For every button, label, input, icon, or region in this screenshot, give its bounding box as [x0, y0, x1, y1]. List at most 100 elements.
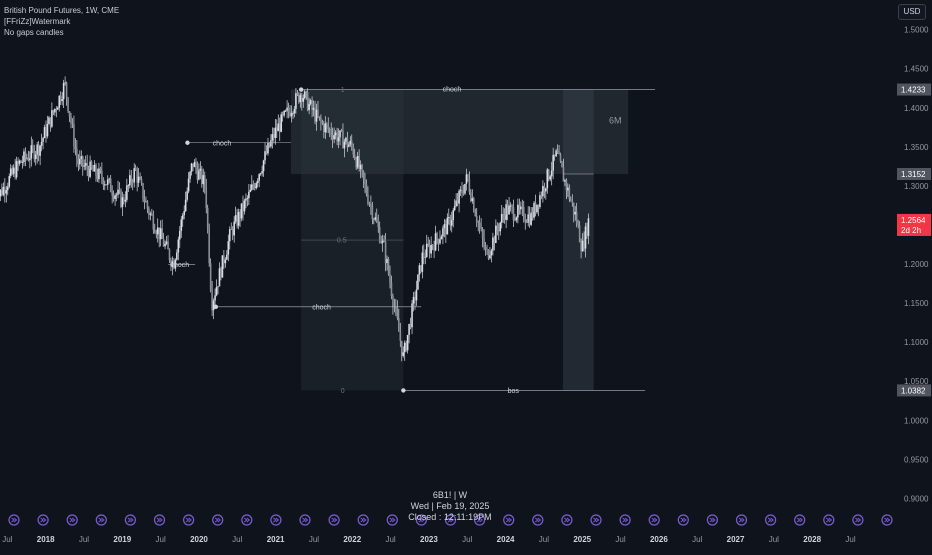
candle-body	[542, 185, 544, 197]
candle-body	[152, 215, 155, 230]
candle-body	[383, 239, 385, 242]
candle-body	[490, 250, 493, 256]
candle-body	[51, 110, 53, 127]
candle-body	[162, 238, 165, 247]
candle-body	[349, 140, 352, 145]
pivot-point	[213, 304, 219, 310]
candle-body	[524, 220, 527, 223]
replay-nav-icon[interactable]	[299, 514, 311, 526]
candle-body	[199, 168, 202, 171]
replay-nav-icon[interactable]	[241, 514, 253, 526]
candle-body	[330, 129, 332, 135]
candle-body	[171, 261, 174, 267]
candle-body	[253, 186, 256, 189]
candle-body	[181, 215, 184, 220]
candle-body	[459, 189, 462, 192]
candle-body	[559, 154, 562, 162]
candle-body	[127, 185, 130, 187]
candle-body	[370, 203, 372, 206]
replay-nav-icon[interactable]	[444, 514, 457, 526]
candle-body	[203, 175, 206, 187]
replay-nav-icon[interactable]	[794, 514, 806, 526]
candle-body	[409, 323, 412, 328]
candle-body	[14, 167, 16, 178]
candle-body	[277, 123, 280, 132]
replay-nav-icon[interactable]	[124, 514, 136, 526]
candle-body	[84, 163, 87, 166]
candle-body	[104, 184, 106, 186]
candle-body	[4, 186, 6, 194]
x-tick-label: 2027	[727, 535, 745, 544]
replay-nav-icon[interactable]	[823, 514, 835, 526]
replay-nav-icon[interactable]	[590, 514, 602, 526]
candle-body	[578, 225, 581, 243]
replay-nav-icon[interactable]	[153, 514, 166, 526]
replay-nav-icon[interactable]	[8, 514, 20, 526]
replay-nav-icon[interactable]	[881, 514, 893, 526]
candle-body	[95, 164, 97, 176]
candle-body	[20, 160, 22, 163]
candle-body	[406, 334, 409, 351]
replay-nav-icon[interactable]	[415, 514, 427, 526]
candle-body	[343, 141, 346, 149]
candle-body	[387, 259, 390, 274]
candle-body	[112, 195, 115, 199]
replay-nav-icon[interactable]	[648, 514, 660, 526]
candle-body	[151, 213, 153, 216]
replay-nav-icon[interactable]	[212, 514, 224, 526]
candle-body	[105, 184, 108, 186]
candle-body	[512, 207, 515, 221]
candle-body	[224, 259, 227, 264]
timeframe-label: 6M	[609, 115, 622, 125]
replay-nav-icon[interactable]	[66, 514, 78, 526]
candle-body	[68, 111, 71, 117]
replay-nav-icon[interactable]	[764, 514, 777, 526]
replay-nav-icon[interactable]	[357, 514, 369, 526]
fib-level-1: 1	[341, 87, 345, 94]
candle-body	[418, 265, 421, 275]
replay-nav-icon[interactable]	[328, 514, 340, 526]
replay-nav-icon[interactable]	[532, 514, 544, 526]
replay-nav-icon[interactable]	[852, 514, 864, 526]
replay-nav-icon[interactable]	[183, 514, 195, 526]
candle-body	[234, 215, 237, 222]
candle-body	[380, 242, 382, 243]
replay-nav-icon[interactable]	[386, 514, 398, 526]
replay-nav-icon[interactable]	[706, 514, 719, 526]
candle-body	[562, 167, 565, 182]
y-tick-label: 1.1000	[904, 338, 929, 347]
candle-body	[89, 161, 91, 177]
replay-nav-icon[interactable]	[270, 514, 282, 526]
replay-nav-icon[interactable]	[677, 514, 689, 526]
replay-nav-icon[interactable]	[561, 514, 573, 526]
replay-nav-icon[interactable]	[503, 514, 515, 526]
indicator-watermark[interactable]: [FFriZz]Watermark	[4, 17, 71, 26]
candle-body	[318, 116, 321, 118]
candle-body	[5, 190, 8, 194]
candle-body	[400, 340, 403, 356]
replay-nav-icon[interactable]	[37, 514, 49, 526]
replay-nav-icon[interactable]	[619, 514, 631, 526]
symbol-title[interactable]: British Pound Futures, 1W, CME	[4, 6, 120, 15]
candle-body	[575, 211, 578, 224]
indicator-no-gaps[interactable]: No gaps candles	[4, 28, 64, 37]
candle-body	[359, 164, 362, 170]
candle-body	[56, 107, 59, 110]
replay-nav-icon[interactable]	[735, 514, 748, 526]
x-tick-label: 2023	[420, 535, 438, 544]
candle-body	[251, 184, 253, 190]
candle-body	[328, 129, 331, 130]
candle-body	[115, 194, 118, 196]
candle-body	[428, 245, 431, 254]
candle-body	[195, 162, 197, 169]
candle-body	[517, 204, 519, 218]
candle-body	[6, 186, 9, 191]
currency-button[interactable]: USD	[898, 4, 926, 20]
y-tick-label: 1.0500	[904, 377, 929, 386]
replay-nav-icon[interactable]	[95, 514, 107, 526]
replay-nav-icon[interactable]	[474, 514, 486, 526]
candle-body	[170, 259, 172, 267]
x-tick-label: Jul	[232, 535, 242, 544]
